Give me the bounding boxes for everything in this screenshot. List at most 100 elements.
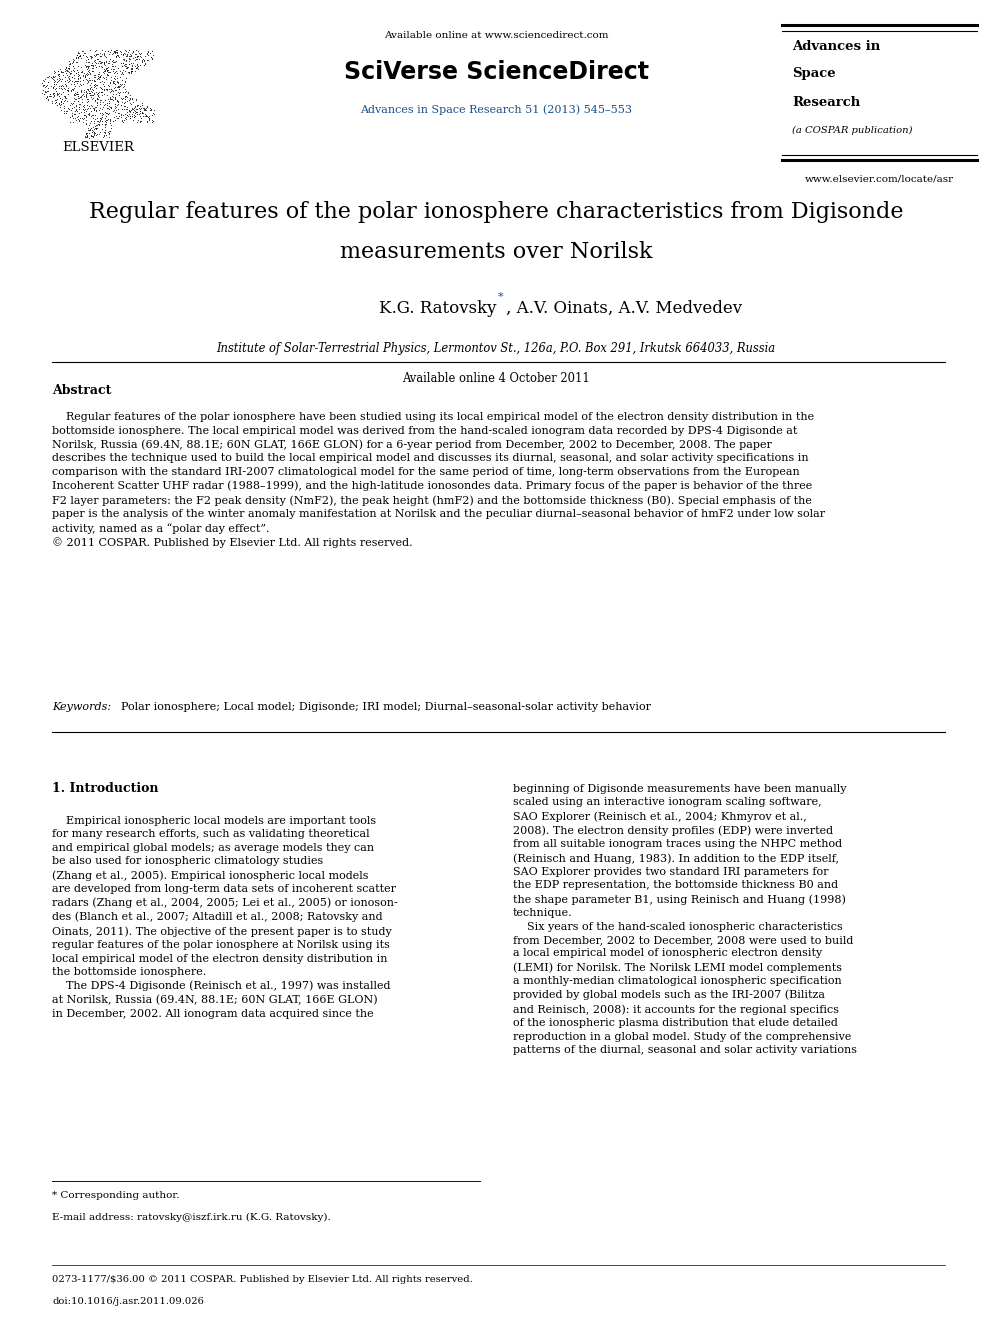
Point	[143, 98, 159, 119]
Point	[92, 71, 108, 93]
Point	[131, 98, 147, 119]
Point	[79, 58, 95, 79]
Point	[68, 83, 84, 105]
Point	[79, 118, 95, 139]
Point	[100, 41, 116, 62]
Point	[89, 75, 105, 97]
Point	[126, 107, 142, 128]
Point	[52, 97, 67, 118]
Point	[108, 41, 124, 62]
Point	[51, 78, 66, 99]
Point	[136, 50, 152, 71]
Point	[94, 82, 110, 103]
Point	[69, 82, 85, 103]
Point	[63, 81, 79, 102]
Point	[105, 99, 121, 120]
Point	[123, 45, 139, 66]
Point	[103, 97, 119, 118]
Point	[46, 85, 62, 106]
Point	[129, 48, 145, 69]
Point	[134, 102, 150, 123]
Point	[114, 110, 130, 131]
Point	[121, 101, 137, 122]
Point	[125, 41, 141, 62]
Point	[123, 58, 139, 79]
Point	[78, 126, 94, 147]
Point	[98, 78, 114, 99]
Point	[107, 77, 123, 98]
Point	[62, 111, 77, 132]
Point	[100, 52, 116, 73]
Point	[102, 49, 118, 70]
Point	[88, 44, 104, 65]
Point	[87, 115, 103, 136]
Point	[67, 107, 83, 128]
Point	[83, 118, 99, 139]
Point	[84, 120, 100, 142]
Point	[96, 58, 112, 79]
Point	[103, 66, 119, 87]
Point	[110, 81, 126, 102]
Point	[140, 50, 156, 71]
Point	[94, 66, 110, 87]
Point	[41, 66, 57, 87]
Point	[118, 57, 134, 78]
Point	[66, 85, 82, 106]
Point	[109, 41, 125, 62]
Point	[108, 99, 124, 120]
Point	[86, 108, 102, 130]
Point	[82, 83, 98, 105]
Point	[122, 45, 138, 66]
Point	[67, 46, 83, 67]
Point	[93, 107, 109, 128]
Point	[82, 78, 98, 99]
Point	[83, 106, 99, 127]
Point	[47, 83, 62, 105]
Point	[113, 94, 129, 115]
Point	[89, 110, 105, 131]
Point	[92, 108, 108, 130]
Text: Available online at www.sciencedirect.com: Available online at www.sciencedirect.co…	[384, 30, 608, 40]
Point	[76, 62, 92, 83]
Point	[106, 106, 122, 127]
Point	[97, 122, 113, 143]
Point	[92, 98, 108, 119]
Point	[105, 73, 121, 94]
Point	[69, 73, 85, 94]
Point	[83, 85, 99, 106]
Point	[82, 74, 98, 95]
Point	[88, 118, 104, 139]
Point	[48, 61, 63, 82]
Point	[111, 78, 127, 99]
Point	[59, 57, 74, 78]
Point	[78, 64, 94, 85]
Point	[72, 94, 88, 115]
Point	[81, 67, 97, 89]
Point	[62, 50, 77, 71]
Point	[76, 97, 92, 118]
Point	[81, 69, 97, 90]
Point	[118, 107, 134, 128]
Point	[137, 98, 153, 119]
Point	[97, 60, 113, 81]
Point	[39, 81, 55, 102]
Point	[93, 82, 109, 103]
Point	[116, 42, 132, 64]
Point	[87, 75, 103, 97]
Point	[59, 60, 74, 81]
Point	[76, 94, 92, 115]
Point	[115, 77, 131, 98]
Point	[103, 58, 119, 79]
Point	[104, 89, 120, 110]
Point	[93, 46, 109, 67]
Point	[96, 52, 112, 73]
Point	[89, 110, 105, 131]
Point	[85, 56, 101, 77]
Text: beginning of Digisonde measurements have been manually
scaled using an interacti: beginning of Digisonde measurements have…	[513, 785, 857, 1054]
Point	[107, 97, 123, 118]
Point	[117, 79, 133, 101]
Point	[53, 95, 68, 116]
Point	[64, 50, 80, 71]
Point	[53, 60, 68, 81]
Point	[126, 99, 142, 120]
